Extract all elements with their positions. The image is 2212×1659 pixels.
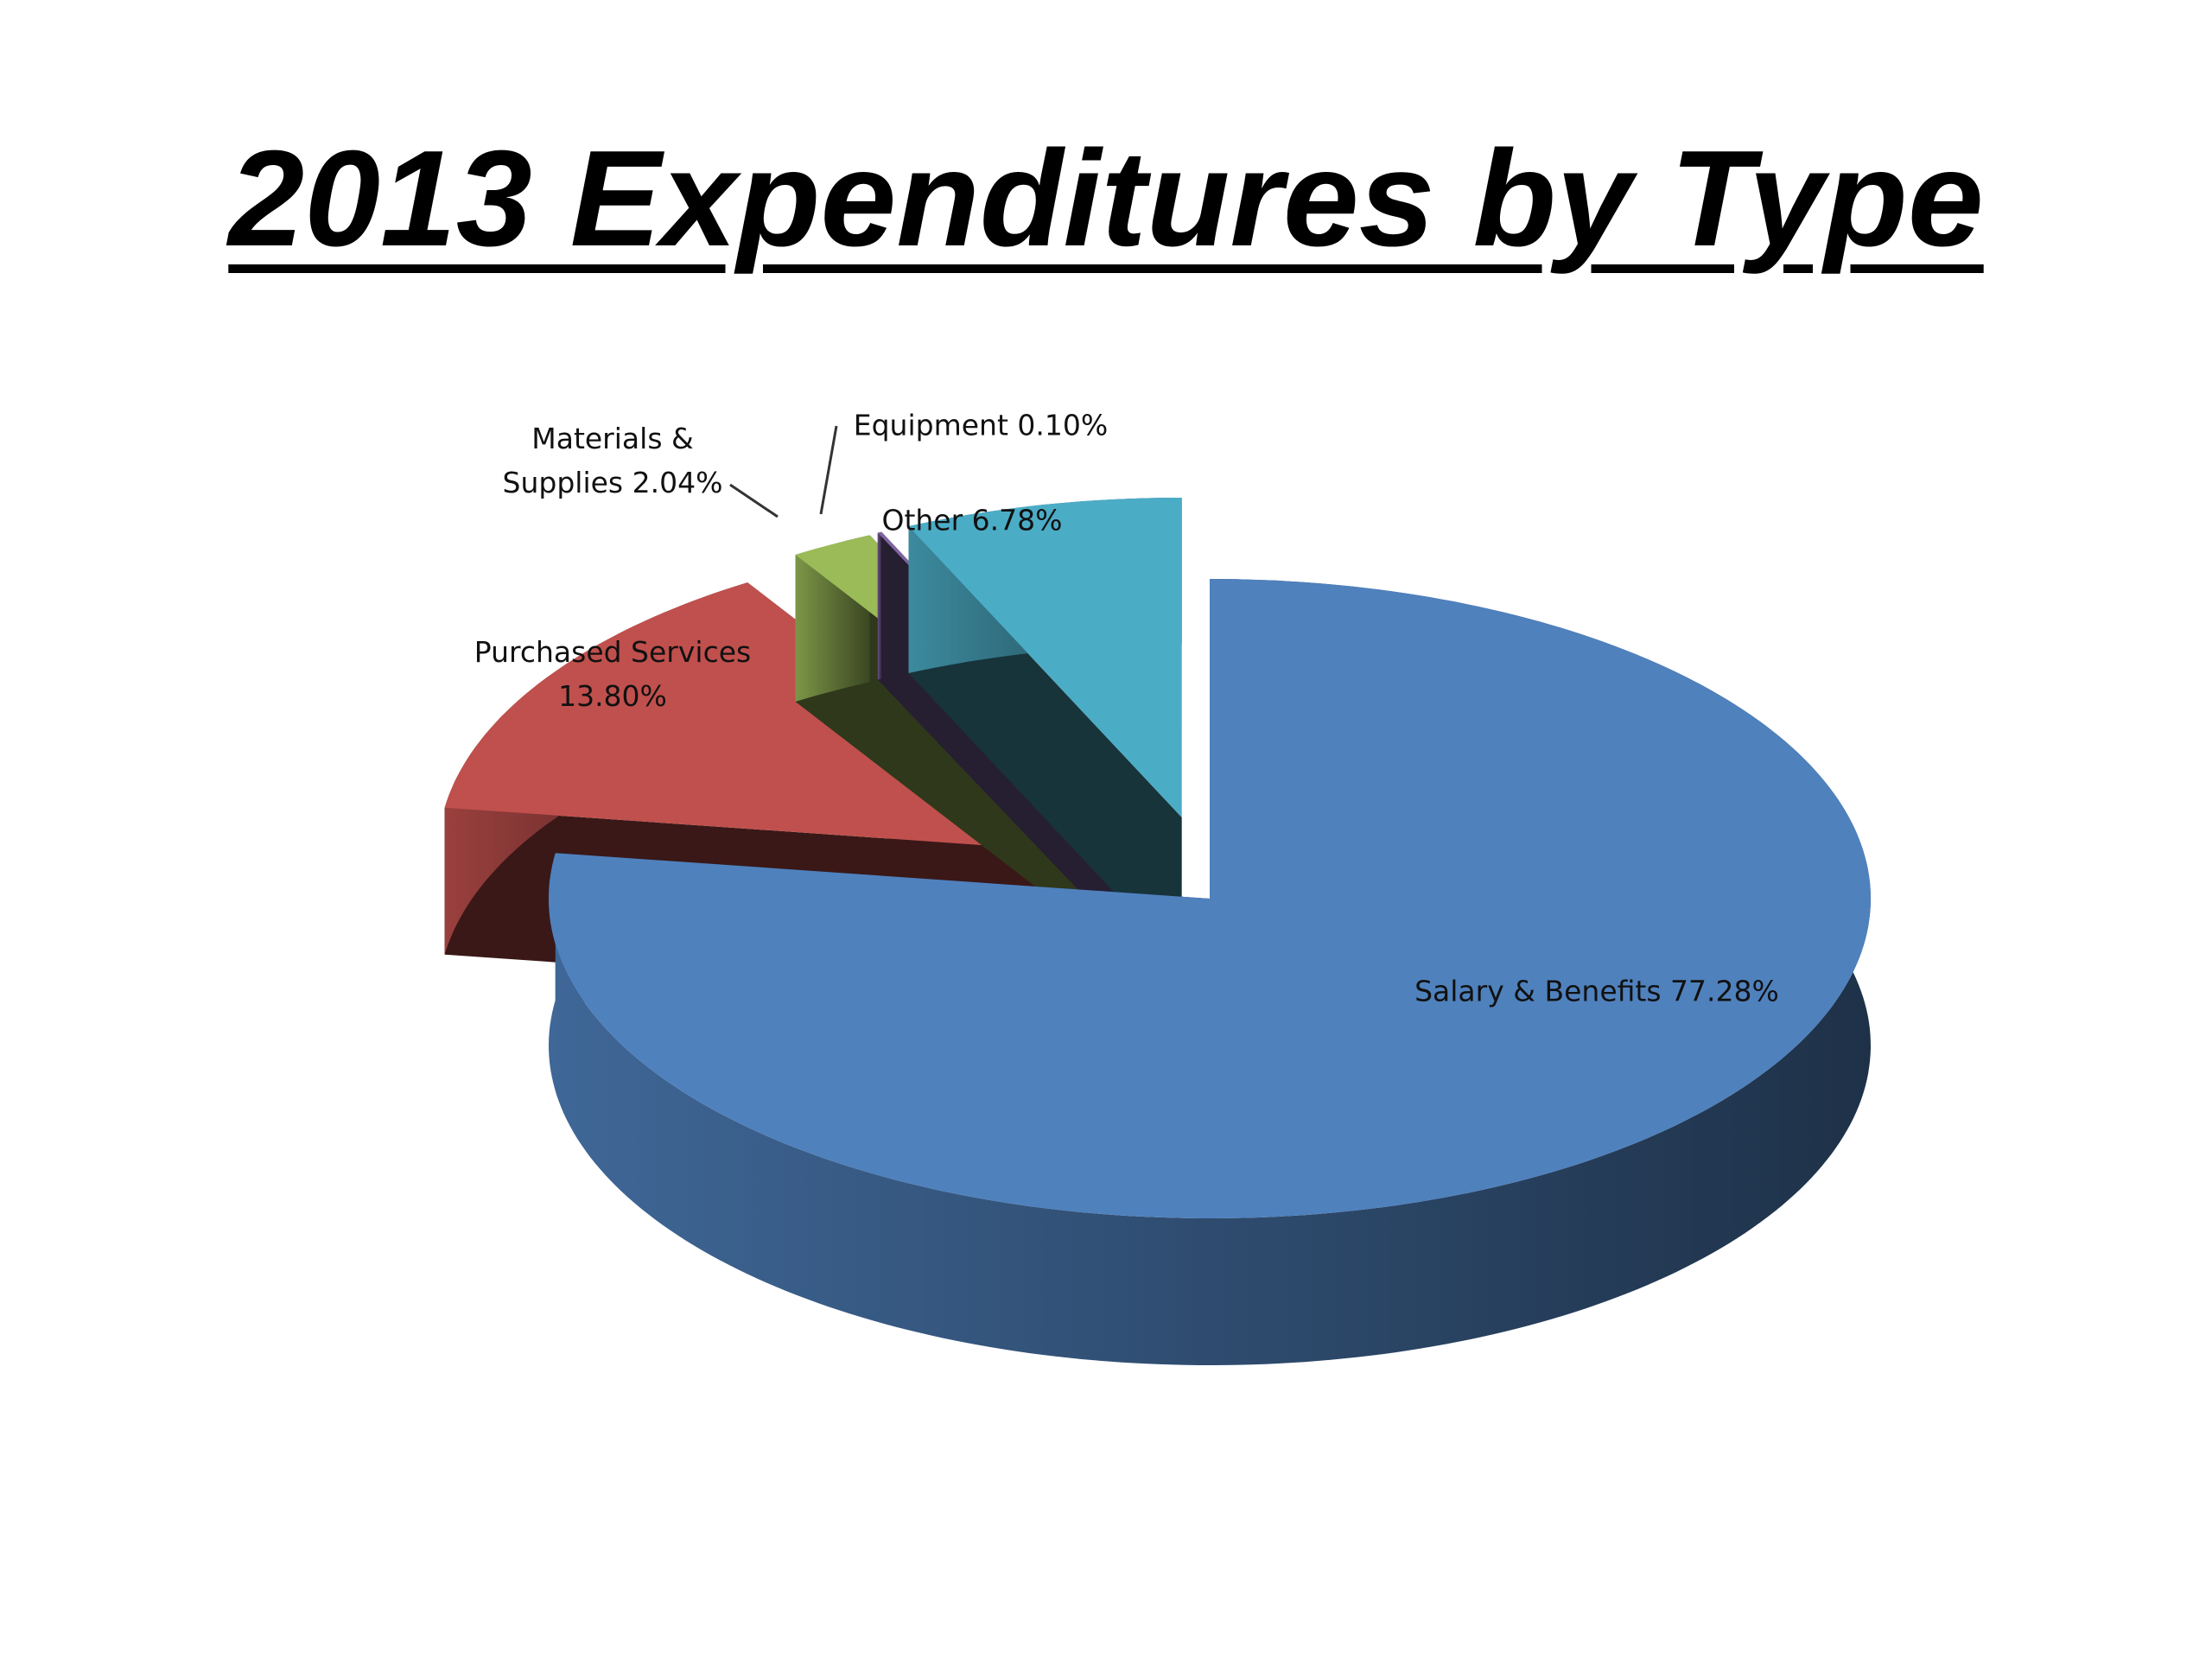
- value-label: 13.80%: [558, 679, 667, 713]
- data-label: Materials & Supplies 2.04%: [483, 416, 742, 505]
- leader-line: [819, 425, 838, 515]
- data-label: Salary & Benefits 77.28%: [1338, 969, 1856, 1013]
- data-label: Equipment 0.10%: [808, 403, 1154, 447]
- data-label: Purchased Services 13.80%: [431, 630, 794, 718]
- slice-top: [549, 579, 1871, 1218]
- pie-slice: [549, 579, 1871, 1365]
- category-label: Equipment: [853, 408, 1008, 442]
- category-label: Salary & Benefits: [1414, 974, 1662, 1008]
- leader-line: [729, 483, 779, 518]
- slice-top: [908, 498, 1182, 817]
- slice-wall: [877, 531, 882, 680]
- pie-slice: [908, 498, 1182, 964]
- value-label: 2.04%: [632, 466, 723, 499]
- value-label: 6.78%: [971, 503, 1063, 537]
- value-label: 0.10%: [1017, 408, 1109, 442]
- category-label: Other: [881, 503, 963, 537]
- chart-title: 2013 Expenditures by Type: [228, 123, 1984, 275]
- data-label: Other 6.78%: [842, 498, 1102, 542]
- value-label: 77.28%: [1670, 974, 1779, 1008]
- category-label: Purchased Services: [474, 634, 752, 669]
- category-label: Materials & Supplies: [502, 421, 694, 499]
